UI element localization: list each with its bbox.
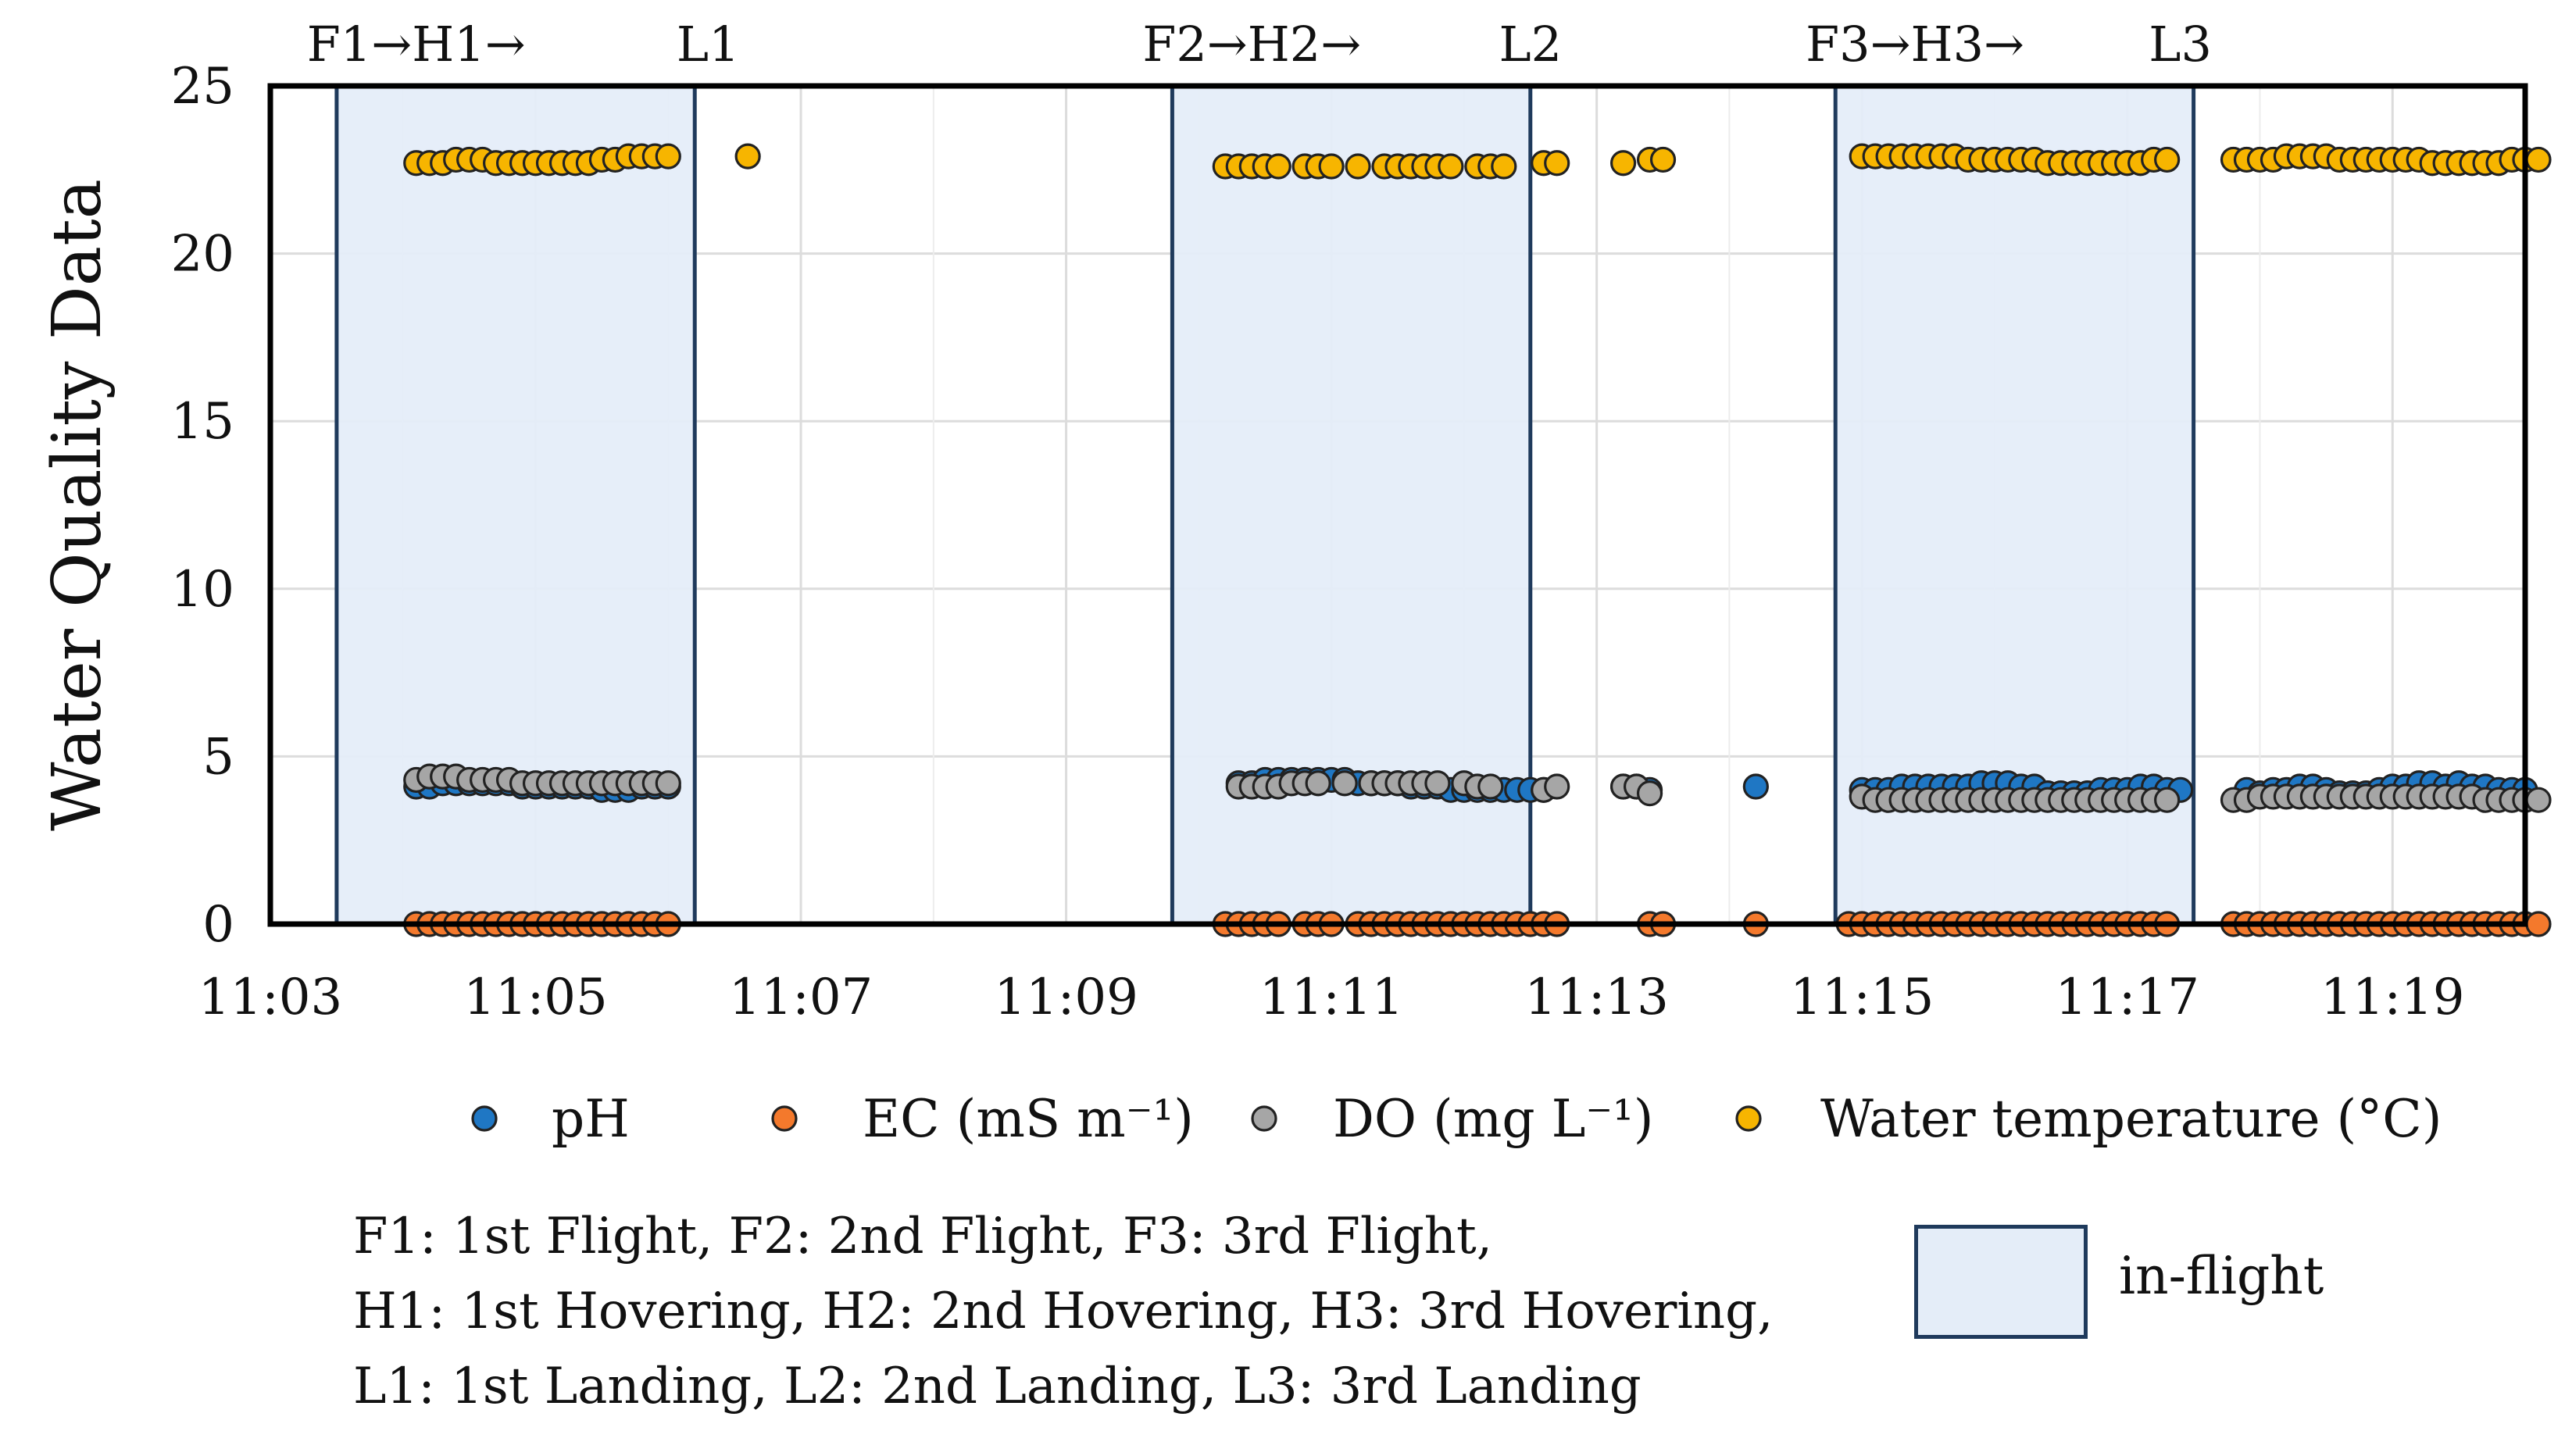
water-point bbox=[1610, 150, 1637, 177]
inflight-key-swatch bbox=[1914, 1225, 2088, 1339]
x-tick-label: 11:07 bbox=[729, 969, 873, 1026]
legend-label: Water temperature (°C) bbox=[1820, 1089, 2442, 1149]
water-point bbox=[1491, 153, 1517, 180]
water-point bbox=[1265, 153, 1291, 180]
axis-labels: 0 5 10 15 20 25 11:03 11:05 11:07 11:09 11:11 11:13… bbox=[38, 16, 2464, 1026]
y-tick-label: 5 bbox=[202, 728, 234, 786]
water-point bbox=[734, 143, 761, 170]
water-point bbox=[1318, 153, 1345, 180]
plot-frame bbox=[267, 83, 2528, 927]
inflight-key-label: in-flight bbox=[2119, 1246, 2324, 1306]
water-point bbox=[1438, 153, 1464, 180]
notes-landing: L1: 1st Landing, L2: 2nd Landing, L3: 3r… bbox=[353, 1358, 1642, 1415]
x-tick-label: 11:13 bbox=[1524, 969, 1668, 1026]
water-point bbox=[1345, 153, 1371, 180]
water-point bbox=[2154, 146, 2181, 173]
legend-label: EC (mS m⁻¹) bbox=[863, 1089, 1194, 1149]
water-point bbox=[1544, 150, 1570, 177]
water-point bbox=[1649, 146, 1677, 173]
series-legend: pH EC (mS m⁻¹) DO (mg L⁻¹) Water temperatur… bbox=[471, 1089, 2442, 1149]
y-tick-label: 10 bbox=[171, 561, 234, 619]
do-point bbox=[655, 770, 681, 797]
legend-label: DO (mg L⁻¹) bbox=[1333, 1089, 1653, 1149]
do-point bbox=[1636, 780, 1663, 807]
event-label: L1 bbox=[677, 16, 740, 73]
ph-point bbox=[1742, 773, 1769, 800]
axes bbox=[267, 83, 2528, 927]
do-point bbox=[1544, 773, 1570, 800]
y-axis-title: Water Quality Data bbox=[38, 179, 116, 831]
do-point bbox=[1477, 773, 1504, 800]
legend-label: pH bbox=[552, 1089, 630, 1149]
x-tick-label: 11:15 bbox=[1790, 969, 1934, 1026]
do-point bbox=[2525, 787, 2552, 813]
notes-hovering: H1: 1st Hovering, H2: 2nd Hovering, H3: … bbox=[353, 1283, 1774, 1340]
do-point bbox=[1305, 770, 1331, 797]
legend-marker bbox=[1251, 1105, 1277, 1132]
notes-flights: F1: 1st Flight, F2: 2nd Flight, F3: 3rd … bbox=[353, 1208, 1493, 1265]
x-tick-label: 11:03 bbox=[198, 969, 342, 1026]
legend-marker bbox=[471, 1105, 498, 1132]
x-tick-label: 11:09 bbox=[994, 969, 1138, 1026]
y-tick-label: 15 bbox=[171, 393, 234, 451]
do-point bbox=[2154, 787, 2181, 813]
x-tick-label: 11:11 bbox=[1259, 969, 1403, 1026]
legend-marker bbox=[1735, 1105, 1762, 1132]
y-tick-label: 25 bbox=[171, 58, 234, 116]
do-point bbox=[1424, 770, 1451, 797]
x-tick-label: 11:17 bbox=[2055, 969, 2199, 1026]
legend-marker bbox=[771, 1105, 798, 1132]
x-tick-label: 11:19 bbox=[2320, 969, 2464, 1026]
x-tick-label: 11:05 bbox=[463, 969, 607, 1026]
water-point bbox=[2525, 146, 2552, 173]
do-point bbox=[1331, 770, 1358, 797]
event-label: L2 bbox=[1499, 16, 1562, 73]
y-tick-label: 20 bbox=[171, 226, 234, 284]
event-label: F2→H2→ bbox=[1142, 16, 1361, 73]
y-tick-label: 0 bbox=[202, 896, 234, 954]
event-label: L3 bbox=[2149, 16, 2212, 73]
ec-point bbox=[2525, 911, 2552, 937]
abbreviation-notes: F1: 1st Flight, F2: 2nd Flight, F3: 3rd … bbox=[353, 1199, 1773, 1424]
event-label: F1→H1→ bbox=[307, 16, 526, 73]
event-label: F3→H3→ bbox=[1806, 16, 2024, 73]
water-point bbox=[655, 143, 681, 170]
